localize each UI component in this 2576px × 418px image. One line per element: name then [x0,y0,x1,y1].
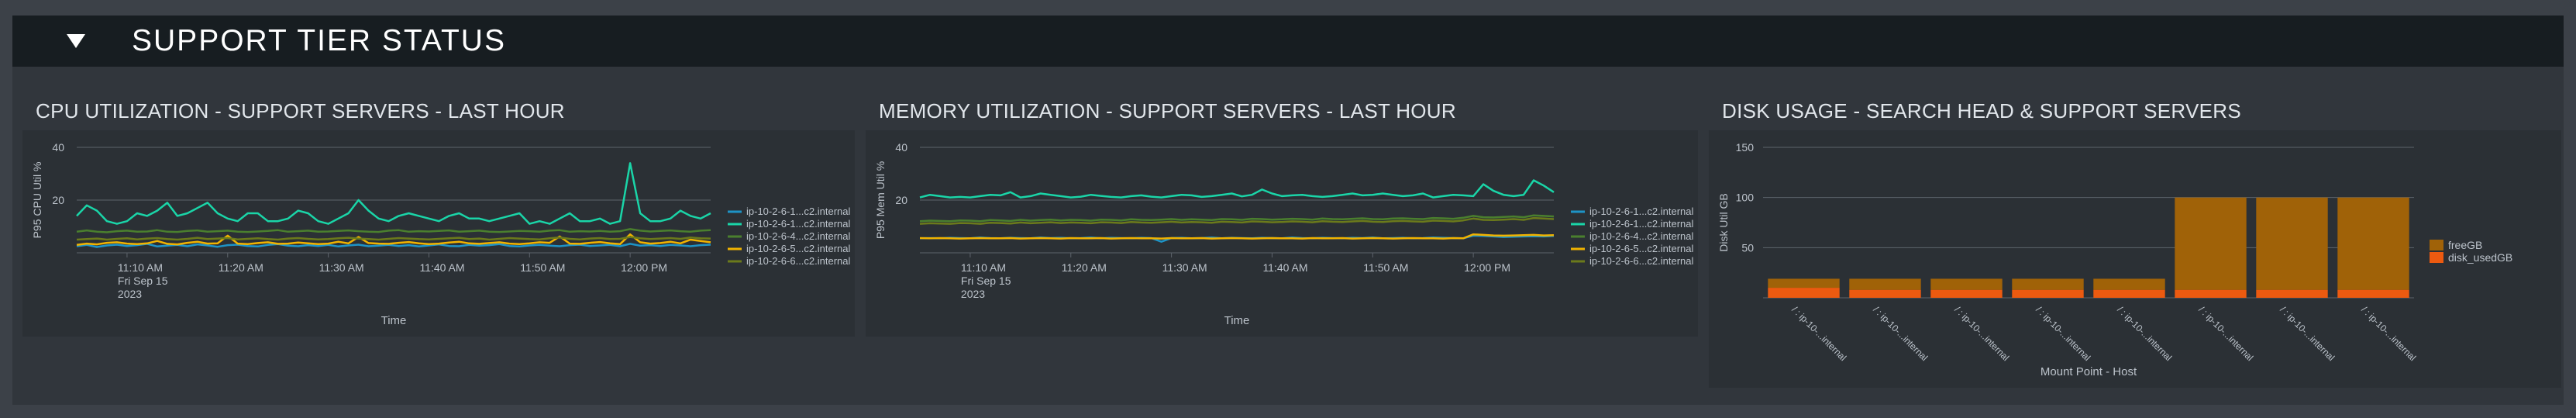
x-axis-label: Mount Point - Host [2040,365,2137,378]
series-line-2 [76,162,711,225]
y-tick-label: 40 [52,141,64,154]
x-tick-label: 11:10 AM [961,261,1006,274]
bar-disk_usedGB [1768,288,1840,298]
bar-freeGB [1768,278,1840,288]
y-tick-label: 50 [1741,241,1754,254]
bar-freeGB [2012,278,2084,290]
cpu-chart[interactable]: 20 40 11:10 AM Fri Sep 15 2023 11:20 AM 11:30 … [22,130,855,337]
series-line-1 [76,243,711,248]
legend-swatch [2430,252,2443,263]
legend-label: ip-10-2-6-4...c2.internal [1589,230,1694,242]
triangle-down-icon [67,34,85,48]
x-tick-label: 12:00 PM [1464,261,1510,274]
legend-label: ip-10-2-6-4...c2.internal [746,230,851,242]
series-line-4 [919,233,1555,240]
bar-freeGB [1930,278,2003,290]
x-tick-label: / : ip-10-...internal [1952,304,2011,363]
series-line-3 [919,214,1555,223]
x-tick-label: / : ip-10-...internal [2115,304,2174,363]
x-tick-label: / : ip-10-...internal [2196,304,2255,363]
series-line-5 [919,216,1555,225]
y-tick-label: 150 [1736,141,1755,154]
x-tick-label: 11:10 AM [118,261,163,274]
legend-label: ip-10-2-6-1...c2.internal [746,206,851,217]
panel-title: MEMORY UTILIZATION - SUPPORT SERVERS - L… [879,99,1456,123]
series-line-3 [76,228,711,233]
x-tick-year: 2023 [961,288,985,300]
series-line-2 [919,179,1555,199]
x-tick-label: / : ip-10-...internal [2359,304,2418,363]
disk-chart[interactable]: 50 100 150 / : ip-10-...internal / : ip-10-.… [1709,130,2561,388]
y-tick-label: 100 [1736,192,1755,204]
series-line-5 [76,236,711,241]
bar-disk_usedGB [2012,289,2084,298]
bar-disk_usedGB [2256,289,2328,298]
disk-bar-chart[interactable]: 50 100 150 / : ip-10-...internal / : ip-10-.… [1709,130,2561,388]
collapse-toggle-button[interactable] [60,26,91,57]
bar-disk_usedGB [1849,289,1921,298]
legend-label: ip-10-2-6-5...c2.internal [1589,243,1694,254]
bar-freeGB [2256,197,2328,290]
legend-label: ip-10-2-6-1...c2.internal [1589,206,1694,217]
bar-disk_usedGB [2337,289,2409,298]
x-tick-label: 11:30 AM [319,261,364,274]
x-axis-label: Time [1224,314,1250,327]
bar-freeGB [2337,197,2409,290]
x-tick-label: 11:40 AM [419,261,464,274]
x-tick-label: 11:20 AM [1062,261,1107,274]
bar-disk_usedGB [2175,289,2247,298]
x-tick-label: / : ip-10-...internal [2278,304,2337,363]
x-axis-label: Time [381,314,407,327]
y-tick-label: 40 [895,141,907,154]
x-tick-label: / : ip-10-...internal [2034,304,2092,363]
bar-disk_usedGB [1930,289,2003,298]
panel-title: CPU UTILIZATION - SUPPORT SERVERS - LAST… [36,99,565,123]
section-title: SUPPORT TIER STATUS [132,24,506,57]
y-axis-label: P95 CPU Util % [31,162,43,239]
panel-title: DISK USAGE - SEARCH HEAD & SUPPORT SERVE… [1722,99,2242,123]
legend-label: ip-10-2-6-1...c2.internal [746,218,851,230]
x-tick-label: 12:00 PM [621,261,667,274]
bar-freeGB [2093,278,2165,290]
x-tick-date: Fri Sep 15 [118,275,168,287]
bar-freeGB [1849,278,1921,290]
x-tick-label: / : ip-10-...internal [1871,304,1930,363]
legend-swatch [2430,240,2443,250]
y-tick-label: 20 [895,194,907,206]
bar-freeGB [2175,197,2247,290]
x-tick-label: 11:40 AM [1262,261,1307,274]
legend-label: ip-10-2-6-5...c2.internal [746,243,851,254]
y-axis-label: Disk Util GB [1717,193,1730,251]
legend-label: ip-10-2-6-6...c2.internal [746,255,851,267]
y-axis-label: P95 Mem Util % [874,161,887,239]
legend-label: ip-10-2-6-6...c2.internal [1589,255,1694,267]
legend-label: freeGB [2448,239,2482,251]
cpu-utilization-panel: CPU UTILIZATION - SUPPORT SERVERS - LAST… [12,67,856,405]
section-header: SUPPORT TIER STATUS [12,16,2564,67]
x-tick-label: / : ip-10-...internal [1789,304,1848,363]
disk-usage-panel: DISK USAGE - SEARCH HEAD & SUPPORT SERVE… [1699,67,2564,405]
x-tick-label: 11:50 AM [1363,261,1408,274]
x-tick-year: 2023 [118,288,142,300]
x-tick-label: 11:30 AM [1162,261,1207,274]
x-tick-label: 11:20 AM [219,261,263,274]
series-line-4 [76,233,711,247]
memory-utilization-panel: MEMORY UTILIZATION - SUPPORT SERVERS - L… [856,67,1699,405]
y-tick-label: 20 [52,194,64,206]
bar-disk_usedGB [2093,289,2165,298]
legend-label: disk_usedGB [2448,251,2512,264]
legend-label: ip-10-2-6-1...c2.internal [1589,218,1694,230]
memory-chart[interactable]: 20 40 11:10 AM Fri Sep 15 2023 11:20 AM 11:30 … [866,130,1698,337]
x-tick-label: 11:50 AM [520,261,565,274]
x-tick-date: Fri Sep 15 [961,275,1011,287]
section-body: CPU UTILIZATION - SUPPORT SERVERS - LAST… [12,67,2564,405]
